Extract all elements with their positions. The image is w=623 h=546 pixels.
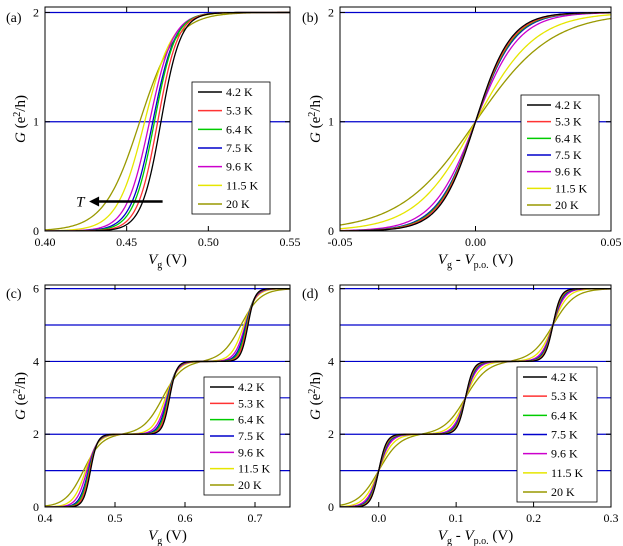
- series-line-42K: [340, 11, 611, 231]
- y-tick-label: 2: [328, 5, 334, 19]
- plot-frame: [44, 284, 291, 508]
- y-tick-label: 2: [328, 427, 334, 441]
- legend-label: 6.4 K: [226, 122, 253, 136]
- x-tick-label: 0.05: [601, 235, 622, 249]
- legend-label: 9.6 K: [551, 447, 578, 461]
- x-axis-label: Vg - Vp.o. (V): [438, 252, 513, 271]
- y-tick-label: 6: [33, 282, 39, 296]
- legend-label: 6.4 K: [555, 131, 582, 145]
- legend-label: 11.5 K: [555, 181, 588, 195]
- y-tick-label: 0: [33, 224, 39, 238]
- legend-label: 5.3 K: [551, 389, 578, 403]
- series-line-42K: [340, 287, 611, 507]
- legend-label: 5.3 K: [226, 104, 253, 118]
- y-tick-label: 6: [328, 282, 334, 296]
- y-tick-label: 4: [328, 354, 334, 368]
- plot-frame: [44, 6, 291, 232]
- x-tick-label: 0.5: [108, 511, 123, 525]
- x-tick-label: 0.2: [526, 511, 541, 525]
- legend-label: 7.5 K: [555, 148, 582, 162]
- y-axis-label: G (e2/h): [12, 372, 29, 420]
- legend-label: 20 K: [551, 485, 575, 499]
- panel-label: (c): [6, 287, 22, 302]
- legend-label: 7.5 K: [551, 428, 578, 442]
- temperature-label: T: [76, 194, 86, 210]
- arrow-head-icon: [89, 196, 100, 207]
- x-tick-label: 0.00: [465, 235, 486, 249]
- legend-label: 20 K: [226, 197, 250, 211]
- series-line-115K: [340, 288, 611, 507]
- legend-label: 4.2 K: [226, 85, 253, 99]
- legend: 4.2 K 5.3 K 6.4 K 7.5 K 9.6 K 11.5 K 20 K: [516, 366, 598, 503]
- y-axis-label: G (e2/h): [12, 95, 29, 143]
- legend-label: 4.2 K: [551, 370, 578, 384]
- series-line-42K: [45, 287, 290, 507]
- chart-panel-b: -0.05 0.00 0.05 0 1 2 Vg - Vp.o. (V) G (e2/h) (b…: [302, 5, 622, 271]
- legend: 4.2 K 5.3 K 6.4 K 7.5 K 9.6 K 11.5 K 20 K: [520, 94, 600, 216]
- x-tick-label: 0.1: [449, 511, 464, 525]
- legend-label: 7.5 K: [226, 141, 253, 155]
- x-axis-label: Vg (V): [148, 528, 187, 546]
- x-tick-label: 0.7: [248, 511, 263, 525]
- panel-label: (d): [302, 287, 319, 302]
- legend-label: 9.6 K: [238, 445, 265, 459]
- series-line-96K: [340, 287, 611, 507]
- legend-label: 6.4 K: [551, 408, 578, 422]
- x-tick-label: -0.05: [328, 235, 353, 249]
- x-tick-label: 0.45: [116, 235, 137, 249]
- legend: 4.2 K 5.3 K 6.4 K 7.5 K 9.6 K 11.5 K 20 K: [203, 376, 281, 496]
- series-line-20K: [340, 288, 611, 506]
- x-tick-label: 0.55: [280, 235, 301, 249]
- legend-label: 7.5 K: [238, 429, 265, 443]
- legend-label: 20 K: [238, 478, 262, 492]
- x-tick-label: 0.6: [178, 511, 193, 525]
- x-axis-label: Vg (V): [148, 252, 187, 271]
- series-group: [45, 287, 290, 507]
- legend: 4.2 K 5.3 K 6.4 K 7.5 K 9.6 K 11.5 K 20 K: [191, 81, 271, 215]
- y-tick-label: 2: [33, 427, 39, 441]
- legend-label: 11.5 K: [238, 462, 271, 476]
- legend-label: 9.6 K: [226, 160, 253, 174]
- legend-label: 20 K: [555, 198, 579, 212]
- x-tick-label: 0.4: [38, 511, 53, 525]
- y-tick-label: 1: [328, 115, 334, 129]
- y-axis-label: G (e2/h): [307, 95, 324, 143]
- legend-label: 9.6 K: [555, 165, 582, 179]
- y-tick-label: 0: [33, 500, 39, 514]
- panel-label: (b): [302, 11, 319, 26]
- y-axis-label: G (e2/h): [307, 372, 324, 420]
- chart-panel-d: 0.0 0.1 0.2 0.3 0 2 4 6 Vg - Vp.o. (V) G (e2/h) (d…: [302, 282, 619, 546]
- panel-label: (a): [6, 11, 22, 26]
- x-tick-label: 0.50: [198, 235, 219, 249]
- series-group: [340, 11, 611, 231]
- y-tick-label: 0: [328, 500, 334, 514]
- y-tick-label: 2: [33, 5, 39, 19]
- legend-label: 11.5 K: [226, 178, 259, 192]
- plot-frame: [339, 284, 612, 508]
- x-tick-label: 0.40: [35, 235, 56, 249]
- series-group: [340, 287, 611, 507]
- legend-label: 4.2 K: [555, 98, 582, 112]
- legend-label: 11.5 K: [551, 466, 584, 480]
- legend-label: 5.3 K: [238, 396, 265, 410]
- y-tick-label: 1: [33, 115, 39, 129]
- legend-label: 4.2 K: [238, 380, 265, 394]
- chart-panel-c: 0.4 0.5 0.6 0.7 0 2 4 6 Vg (V) G (e2/h) (c) 4.2 K 5.…: [6, 282, 291, 546]
- x-tick-label: 0.3: [604, 511, 619, 525]
- y-tick-label: 4: [33, 354, 39, 368]
- legend-label: 6.4 K: [238, 413, 265, 427]
- y-tick-label: 0: [328, 224, 334, 238]
- legend-label: 5.3 K: [555, 115, 582, 129]
- chart-panel-a: 0.40 0.45 0.50 0.55 0 1 2 Vg (V) G (e2/h) (a) 4.2 …: [6, 5, 301, 271]
- x-tick-label: 0.0: [371, 511, 386, 525]
- x-axis-label: Vg - Vp.o. (V): [438, 528, 513, 546]
